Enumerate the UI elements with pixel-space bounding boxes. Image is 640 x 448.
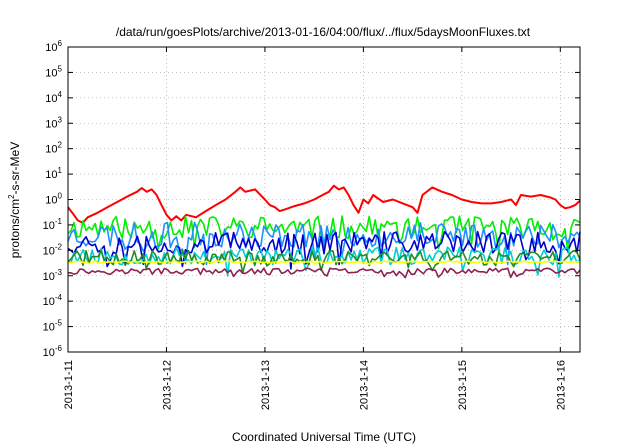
y-tick-label: 102 (45, 141, 62, 156)
chart-title: /data/run/goesPlots/archive/2013-01-16/0… (116, 25, 531, 39)
x-tick-label: 2013-1-11 (63, 360, 75, 409)
x-axis-ticks: 2013-1-11 2013-1-12 2013-1-13 2013-1-14 2013… (63, 47, 567, 410)
y-tick-label: 10-3 (43, 268, 63, 283)
x-axis-label: Coordinated Universal Time (UTC) (232, 430, 416, 444)
y-tick-label: 10-2 (43, 242, 63, 257)
y-tick-label: 10-1 (43, 217, 63, 232)
series-line (67, 249, 581, 274)
series-line (67, 267, 581, 279)
series-line (67, 260, 581, 265)
series-line (67, 230, 581, 270)
y-tick-label: 10-5 (43, 319, 63, 334)
series-line (67, 184, 581, 224)
grid-lines (68, 47, 580, 352)
y-tick-label: 104 (45, 90, 62, 105)
y-tick-label: 10-4 (43, 293, 63, 308)
x-tick-label: 2013-1-16 (555, 360, 567, 410)
series-layer (67, 184, 581, 279)
y-tick-label: 106 (45, 39, 62, 54)
y-tick-label: 103 (45, 115, 62, 130)
y-axis-ticks: 10-6 10-5 10-4 10-3 10-2 10-1 100 101 102 103 104 1… (43, 39, 580, 359)
series-line (67, 221, 581, 266)
x-tick-label: 2013-1-12 (161, 360, 173, 410)
y-tick-label: 101 (45, 166, 62, 181)
y-tick-label: 105 (45, 64, 62, 79)
x-tick-label: 2013-1-13 (260, 360, 272, 410)
y-axis-label: protons/cm2-s-sr-MeV (7, 142, 22, 258)
y-tick-label: 100 (45, 192, 62, 207)
y-tick-label: 10-6 (43, 344, 63, 359)
x-tick-label: 2013-1-15 (457, 360, 469, 410)
x-tick-label: 2013-1-14 (358, 360, 370, 410)
